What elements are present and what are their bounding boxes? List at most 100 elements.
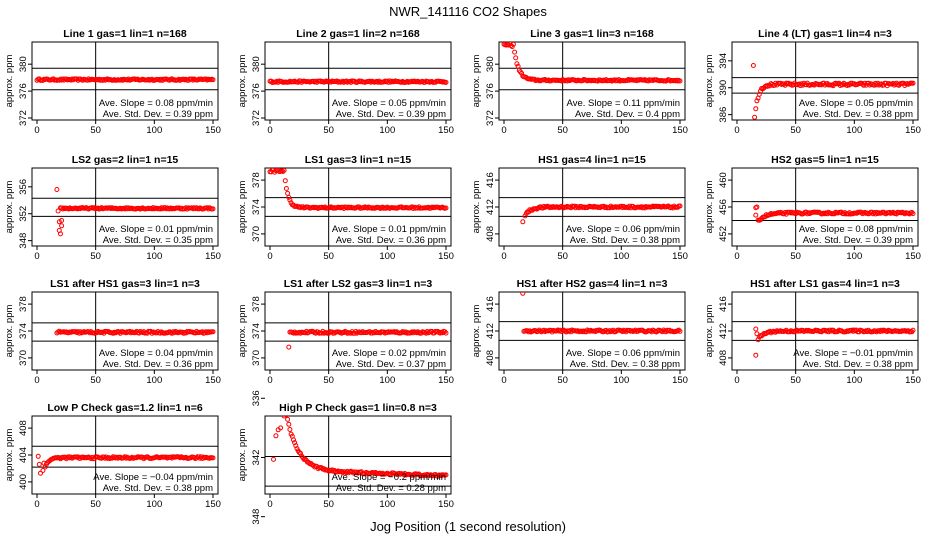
x-tick-label: 0 xyxy=(501,251,506,262)
x-tick-label: 150 xyxy=(672,125,688,136)
panel-6: LS1 gas=3 lin=1 n=15 0 50 100 150 370 374 378ap… xyxy=(237,154,454,262)
y-tick-label: 400 xyxy=(18,474,29,490)
panel-13: Low P Check gas=1.2 lin=1 n=6 0 50 100 150 40… xyxy=(4,402,221,510)
y-axis-label: approx. ppm xyxy=(704,305,715,358)
panel-title: Line 3 gas=1 lin=3 n=168 xyxy=(530,28,654,40)
data-points xyxy=(750,63,916,120)
panel-5: LS2 gas=2 lin=1 n=15 0 50 100 150 348 352 356ap… xyxy=(4,154,221,262)
y-tick-label: 386 xyxy=(718,107,729,123)
plot-frame xyxy=(31,41,219,121)
y-tick-label: 408 xyxy=(485,350,496,366)
data-point xyxy=(786,80,792,86)
slope-annotation: Ave. Slope = 0.08 ppm/min xyxy=(99,98,213,109)
data-point xyxy=(754,204,760,210)
plot-frame xyxy=(264,415,452,495)
y-tick-label: 404 xyxy=(18,447,29,463)
x-tick-label: 150 xyxy=(672,375,688,386)
data-points xyxy=(267,168,449,211)
slope-annotation: Ave. Slope = 0.06 ppm/min xyxy=(566,224,680,235)
y-axis-label: approx. ppm xyxy=(4,305,15,358)
y-tick-label: 378 xyxy=(251,172,262,188)
x-tick-label: 150 xyxy=(205,375,221,386)
data-point xyxy=(302,456,308,462)
panel-12: HS1 after LS1 gas=4 lin=1 n=3 0 50 100 150 40… xyxy=(704,278,921,386)
slope-annotation: Ave. Slope = 0.05 ppm/min xyxy=(332,98,446,109)
panel-title: Line 4 (LT) gas=1 lin=4 n=3 xyxy=(758,28,892,40)
y-tick-label: 336 xyxy=(251,390,262,406)
x-tick-label: 50 xyxy=(323,251,334,262)
data-points xyxy=(267,78,449,85)
data-point xyxy=(677,328,683,334)
data-point xyxy=(59,218,65,223)
data-point xyxy=(677,203,683,209)
x-tick-label: 100 xyxy=(146,499,162,510)
x-tick-label: 0 xyxy=(501,375,506,386)
y-tick-label: 416 xyxy=(485,296,496,312)
panel-4: Line 4 (LT) gas=1 lin=4 n=3 0 50 100 150 386 3… xyxy=(704,28,921,136)
slope-annotation: Ave. Slope = 0.04 ppm/min xyxy=(99,348,213,359)
std-dev-annotation: Ave. Std. Dev. = 0.38 ppm xyxy=(570,235,680,246)
std-dev-annotation: Ave. Std. Dev. = 0.38 ppm xyxy=(103,483,213,494)
y-tick-label: 390 xyxy=(718,80,729,96)
x-tick-label: 50 xyxy=(90,375,101,386)
y-axis-label: approx. ppm xyxy=(471,305,482,358)
data-point xyxy=(763,330,769,336)
data-points xyxy=(271,416,449,479)
y-tick-label: 372 xyxy=(18,110,29,126)
data-point xyxy=(281,416,287,419)
data-point xyxy=(210,77,216,83)
slope-annotation: Ave. Slope = −0.2 ppm/min xyxy=(332,472,446,483)
std-dev-annotation: Ave. Std. Dev. = 0.35 ppm xyxy=(103,235,213,246)
data-point xyxy=(515,63,521,69)
data-point xyxy=(210,206,216,212)
data-point xyxy=(59,223,65,229)
data-points xyxy=(753,326,916,358)
y-tick-label: 394 xyxy=(718,53,729,69)
y-tick-label: 408 xyxy=(718,350,729,366)
data-point xyxy=(754,98,760,104)
x-tick-label: 0 xyxy=(34,499,39,510)
data-point xyxy=(750,63,756,68)
std-dev-annotation: Ave. Std. Dev. = 0.38 ppm xyxy=(803,359,913,370)
y-axis-label: approx. ppm xyxy=(704,55,715,108)
x-tick-label: 0 xyxy=(734,375,739,386)
data-point xyxy=(754,331,760,337)
std-dev-annotation: Ave. Std. Dev. = 0.4 ppm xyxy=(575,109,680,120)
slope-annotation: Ave. Slope = 0.08 ppm/min xyxy=(799,224,913,235)
x-tick-label: 150 xyxy=(905,125,921,136)
panel-11: HS1 after HS2 gas=4 lin=1 n=3 0 50 100 150 40… xyxy=(471,278,688,386)
data-point xyxy=(753,212,759,218)
data-point xyxy=(54,187,60,192)
x-tick-label: 50 xyxy=(90,499,101,510)
panel-title: Line 2 gas=1 lin=2 n=168 xyxy=(296,28,420,40)
data-point xyxy=(210,329,216,335)
panel-title: HS1 after LS1 gas=4 lin=1 n=3 xyxy=(750,278,900,290)
data-point xyxy=(278,425,284,431)
data-point xyxy=(443,205,449,211)
y-tick-label: 378 xyxy=(18,296,29,312)
std-dev-annotation: Ave. Std. Dev. = 0.36 ppm xyxy=(336,235,446,246)
y-tick-label: 380 xyxy=(251,56,262,72)
data-point xyxy=(38,470,43,476)
data-point xyxy=(273,433,279,439)
x-tick-label: 50 xyxy=(557,251,568,262)
data-points xyxy=(54,187,216,237)
data-point xyxy=(676,327,682,333)
x-tick-label: 50 xyxy=(790,375,801,386)
x-tick-label: 100 xyxy=(613,125,629,136)
data-point xyxy=(752,114,758,120)
x-tick-label: 100 xyxy=(613,251,629,262)
x-tick-label: 100 xyxy=(846,125,862,136)
x-tick-label: 150 xyxy=(905,251,921,262)
x-tick-label: 100 xyxy=(146,375,162,386)
y-tick-label: 348 xyxy=(18,233,29,249)
panel-9: LS1 after HS1 gas=3 lin=1 n=3 0 50 100 150 37… xyxy=(4,278,221,386)
x-tick-label: 50 xyxy=(557,125,568,136)
data-point xyxy=(844,83,850,88)
data-point xyxy=(755,337,761,343)
plot-frame xyxy=(31,167,219,247)
slope-annotation: Ave. Slope = −0.04 ppm/min xyxy=(93,472,213,483)
x-tick-label: 150 xyxy=(672,251,688,262)
std-dev-annotation: Ave. Std. Dev. = 0.28 ppm xyxy=(336,483,446,494)
x-tick-label: 50 xyxy=(323,499,334,510)
